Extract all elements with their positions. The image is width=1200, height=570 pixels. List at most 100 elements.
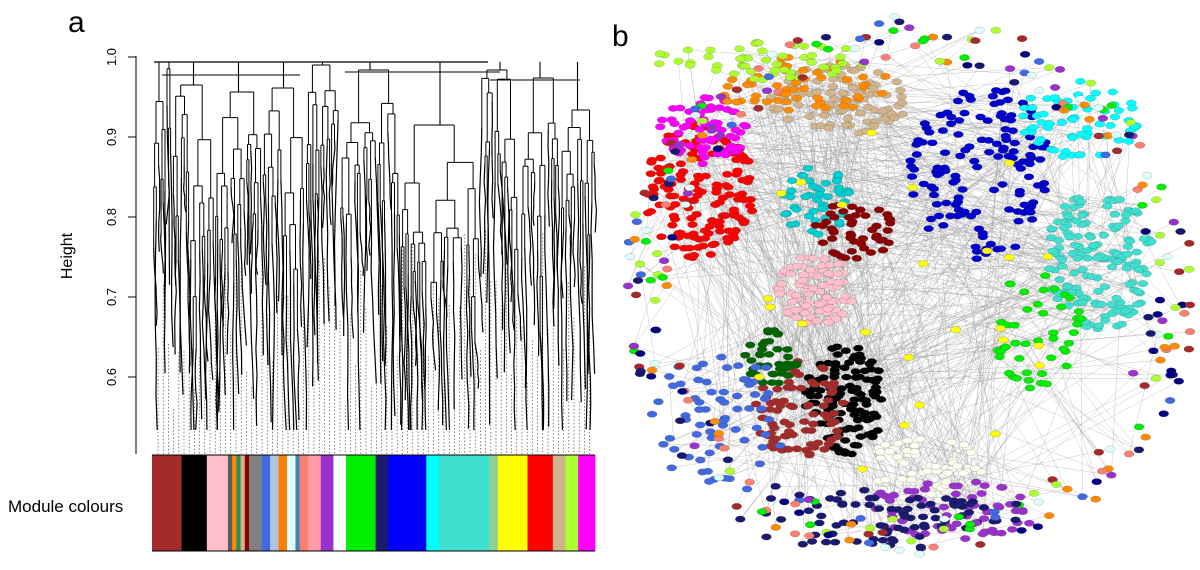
dendrogram-branch [212, 241, 215, 274]
dendrogram-branch [309, 234, 311, 246]
dendrogram-branch [370, 270, 374, 299]
network-node [942, 109, 953, 117]
dendrogram-branch [163, 344, 166, 374]
dendrogram-branch [271, 242, 275, 275]
network-node [823, 531, 834, 539]
dendrogram-branch [308, 211, 311, 224]
dendrogram-branch [587, 352, 590, 374]
dendrogram-branch [557, 186, 560, 201]
dendrogram-branch [382, 309, 385, 340]
network-node [1020, 340, 1031, 348]
network-node [1056, 119, 1068, 126]
network-node [675, 417, 686, 425]
module-colour-band [206, 455, 229, 551]
network-node [908, 166, 920, 173]
dendrogram-branch [261, 303, 264, 330]
dendrogram-branch [407, 300, 409, 327]
dendrogram-branch [219, 280, 222, 307]
dendrogram-branch [183, 189, 186, 197]
dendrogram-branch [282, 362, 285, 386]
dendrogram-branch [192, 401, 195, 431]
dendrogram-branch [158, 237, 160, 252]
network-node [1073, 308, 1085, 315]
dendrogram-branch [172, 194, 175, 210]
dendrogram-branch [272, 274, 275, 306]
network-node [941, 478, 952, 486]
dendrogram-branch [529, 259, 531, 273]
network-node [1033, 342, 1045, 350]
dendrogram-branch [191, 361, 194, 376]
network-node [1019, 129, 1031, 136]
dendrogram-branch [508, 238, 512, 252]
network-node [1004, 65, 1016, 72]
network-node [871, 413, 882, 421]
dendrogram-branch [187, 220, 190, 247]
dendrogram-branch [267, 204, 270, 241]
dendrogram-branch [409, 318, 413, 341]
network-edge [678, 210, 1129, 234]
network-node [1077, 493, 1088, 501]
network-node [760, 364, 772, 371]
network-node [754, 350, 766, 358]
dendrogram-branch [588, 356, 592, 382]
dendrogram-branch [553, 235, 556, 254]
dendrogram-branch [300, 305, 303, 328]
dendrogram-branch [443, 369, 446, 401]
network-edge [799, 448, 1111, 513]
network-edge [825, 109, 1099, 453]
network-edge [880, 284, 1131, 453]
network-node [779, 418, 790, 426]
dendrogram-branch [260, 198, 263, 225]
network-node [857, 73, 869, 81]
dendrogram-branch [343, 295, 345, 316]
network-node [820, 33, 832, 41]
network-node [1075, 198, 1087, 205]
dendrogram-branch [486, 277, 488, 303]
network-node [697, 360, 709, 368]
network-node [741, 485, 753, 493]
network-node [970, 464, 981, 472]
network-edge [790, 175, 803, 367]
y-tick-label: 0.9 [104, 128, 119, 146]
dendrogram-branch [210, 362, 214, 381]
network-node [707, 241, 718, 249]
network-node [750, 363, 761, 371]
dendrogram-branch [215, 368, 218, 400]
network-node [823, 397, 834, 404]
network-node [634, 260, 646, 268]
network-node [663, 167, 674, 174]
network-node [1114, 196, 1125, 203]
network-node [844, 536, 855, 544]
dendrogram-branch [243, 210, 246, 222]
network-node [1184, 328, 1196, 335]
dendrogram-branch [536, 285, 539, 303]
network-node [719, 212, 731, 219]
dendrogram-branch [594, 221, 597, 233]
module-colours-label: Module colours [8, 497, 123, 516]
network-node [871, 222, 882, 230]
network-node [797, 540, 808, 548]
dendrogram-branch [466, 380, 470, 405]
network-node [855, 206, 866, 214]
dendrogram-branch [547, 355, 550, 392]
network-node [836, 201, 847, 208]
network-node [978, 515, 990, 522]
network-node [926, 490, 937, 498]
network-node [1056, 303, 1067, 311]
dendrogram-branch [223, 272, 226, 294]
dendrogram-branch [160, 246, 163, 254]
dendrogram-branch [510, 276, 513, 290]
dendrogram-branch [285, 339, 289, 363]
network-node [1096, 300, 1107, 308]
dendrogram-branch [244, 221, 246, 233]
network-node [835, 53, 846, 61]
dendrogram-branch [289, 249, 292, 280]
dendrogram-branch [572, 229, 575, 242]
network-node [795, 179, 807, 186]
network-node [1032, 523, 1044, 531]
network-node [777, 52, 788, 60]
network-node [984, 148, 995, 156]
dendrogram-branch [158, 208, 161, 223]
dendrogram-branch [325, 175, 328, 205]
network-node [974, 62, 985, 69]
